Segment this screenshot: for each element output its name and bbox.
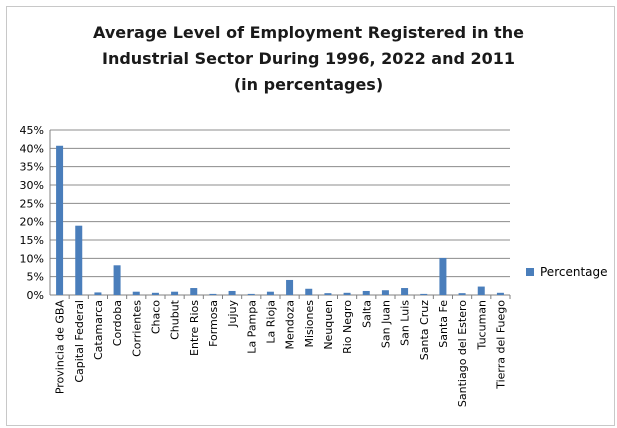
bar-misiones	[305, 288, 313, 295]
bar-tierra-del-fuego	[496, 292, 504, 295]
x-tick-label-santa-cruz: Santa Cruz	[418, 300, 431, 360]
y-tick-label-20: 20%	[20, 216, 44, 229]
x-tick-label-capital-federal: Capital Federal	[73, 300, 86, 383]
x-tick-label-cordoba: Cordoba	[111, 300, 124, 346]
bar-tucuman	[477, 286, 485, 295]
x-tick-label-misiones: Misiones	[303, 300, 316, 348]
bar-rio-negro	[343, 292, 351, 295]
y-tick-label-35: 35%	[20, 161, 44, 174]
legend-swatch	[526, 268, 534, 276]
x-tick-label-chubut: Chubut	[169, 299, 182, 340]
bar-santa-cruz	[420, 293, 428, 295]
bar-san-luis	[401, 288, 409, 295]
x-tick-label-corrientes: Corrientes	[130, 300, 143, 357]
legend: Percentage	[526, 265, 608, 279]
y-tick-label-25: 25%	[20, 197, 44, 210]
y-tick-label-10: 10%	[20, 252, 44, 265]
y-tick-label-5: 5%	[27, 271, 44, 284]
y-tick-label-40: 40%	[20, 142, 44, 155]
chart-title: Average Level of Employment Registered i…	[0, 20, 617, 98]
y-tick-label-15: 15%	[20, 234, 44, 247]
x-tick-label-neuquen: Neuquen	[322, 300, 335, 350]
x-tick-label-mendoza: Mendoza	[284, 300, 297, 349]
bar-chubut	[171, 291, 179, 295]
x-tick-label-san-luis: San Luis	[399, 300, 412, 346]
x-tick-label-chaco: Chaco	[149, 300, 162, 334]
bar-la-pampa	[247, 293, 255, 295]
x-tick-label-la-rioja: La Rioja	[264, 300, 277, 344]
x-tick-label-jujuy: Jujuy	[226, 300, 239, 328]
bar-capital-federal	[75, 225, 83, 295]
bar-neuquen	[324, 293, 332, 295]
x-tick-label-rio-negro: Rio Negro	[341, 300, 354, 354]
bar-santa-fe	[439, 257, 447, 295]
x-tick-label-formosa: Formosa	[207, 300, 220, 347]
bar-santiago-del-estero	[458, 293, 466, 295]
x-tick-label-salta: Salta	[360, 300, 373, 328]
bar-provincia-de-gba	[56, 145, 64, 295]
legend-label: Percentage	[540, 265, 608, 279]
chart-frame	[6, 6, 615, 426]
y-tick-label-30: 30%	[20, 179, 44, 192]
bar-salta	[362, 290, 370, 295]
x-tick-label-tierra-del-fuego: Tierra del Fuego	[494, 300, 507, 390]
bar-catamarca	[94, 292, 102, 295]
bar-jujuy	[228, 290, 236, 295]
x-tick-label-provincia-de-gba: Provincia de GBA	[54, 300, 67, 395]
x-tick-label-la-pampa: La Pampa	[245, 300, 258, 354]
bar-cordoba	[113, 265, 121, 295]
chart-title-line-3: (in percentages)	[233, 75, 384, 94]
bar-chaco	[151, 292, 159, 295]
bar-la-rioja	[266, 291, 274, 295]
y-tick-label-0: 0%	[27, 289, 44, 302]
x-tick-label-santiago-del-estero: Santiago del Estero	[456, 300, 469, 407]
x-tick-label-san-juan: San Juan	[379, 300, 392, 348]
x-tick-label-catamarca: Catamarca	[92, 300, 105, 360]
x-tick-label-tucuman: Tucuman	[475, 300, 488, 350]
bar-entre-rios	[190, 288, 198, 295]
bar-corrientes	[132, 291, 140, 295]
y-tick-label-45: 45%	[20, 124, 44, 137]
chart-title-line-1: Average Level of Employment Registered i…	[93, 23, 524, 42]
x-tick-label-santa-fe: Santa Fe	[437, 300, 450, 348]
bar-san-juan	[381, 290, 389, 295]
x-tick-label-entre-rios: Entre Rios	[188, 300, 201, 356]
bar-formosa	[209, 293, 217, 295]
chart-title-line-2: Industrial Sector During 1996, 2022 and …	[101, 49, 516, 68]
bar-mendoza	[286, 279, 294, 295]
